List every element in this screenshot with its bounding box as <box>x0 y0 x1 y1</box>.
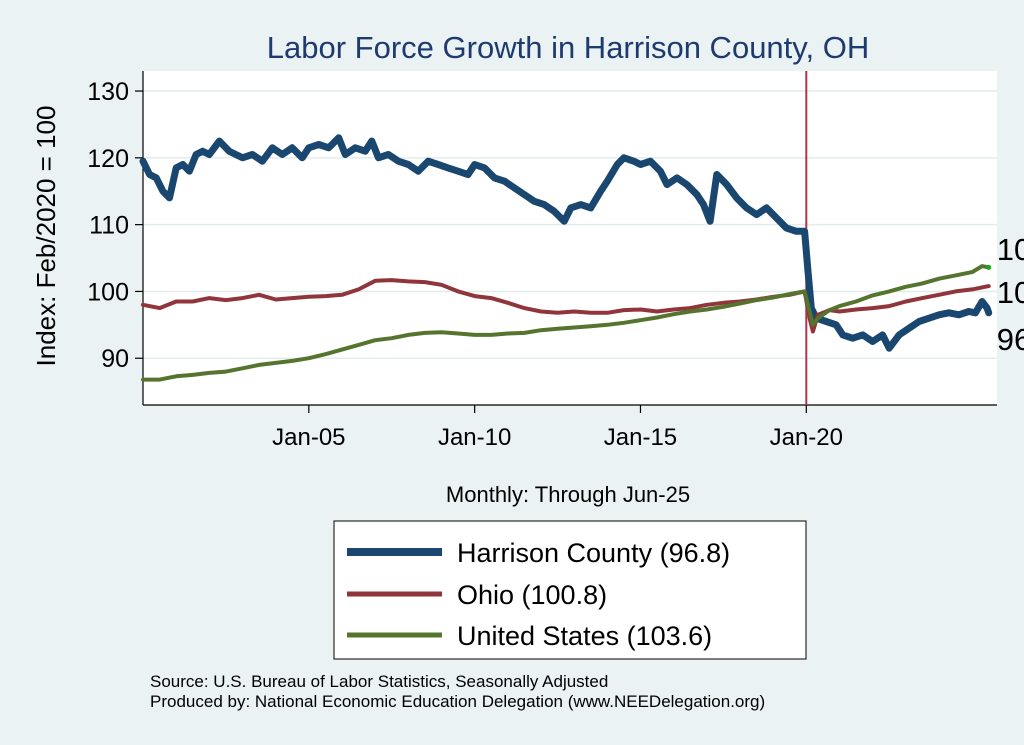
end-value-label: 96.8 <box>997 322 1024 357</box>
x-tick-label: Jan-20 <box>770 424 843 451</box>
x-axis-label: Monthly: Through Jun-25 <box>446 482 690 507</box>
end-value-label: 103.6 <box>997 232 1024 267</box>
source-note: Source: U.S. Bureau of Labor Statistics,… <box>150 672 609 691</box>
y-axis-label: Index: Feb/2020 = 100 <box>31 106 61 367</box>
y-tick-label: 100 <box>87 278 129 306</box>
y-tick-label: 90 <box>101 345 129 373</box>
chart-title: Labor Force Growth in Harrison County, O… <box>267 30 869 65</box>
legend: Harrison County (96.8) Ohio (100.8) United… <box>333 520 807 660</box>
y-tick-label: 130 <box>87 78 129 106</box>
series-line <box>141 264 991 382</box>
y-tick-label: 110 <box>89 212 129 240</box>
legend-label: Harrison County (96.8) <box>457 538 730 568</box>
x-tick-label: Jan-10 <box>438 424 511 451</box>
x-tick-label: Jan-15 <box>604 424 677 451</box>
end-marker <box>986 264 992 270</box>
legend-label: United States (103.6) <box>457 621 712 651</box>
y-tick-label: 120 <box>87 145 129 173</box>
plot-area: 90 100 110 120 130 Jan-05 Jan-10 Jan-15 Jan-20 10… <box>87 71 1024 451</box>
series-line <box>141 278 991 334</box>
legend-label: Ohio (100.8) <box>457 580 607 610</box>
series-line <box>139 134 993 352</box>
end-value-label: 100.8 <box>997 275 1024 310</box>
produced-by-note: Produced by: National Economic Education… <box>150 692 766 711</box>
plot-background <box>143 71 997 405</box>
x-tick-label: Jan-05 <box>272 424 345 451</box>
